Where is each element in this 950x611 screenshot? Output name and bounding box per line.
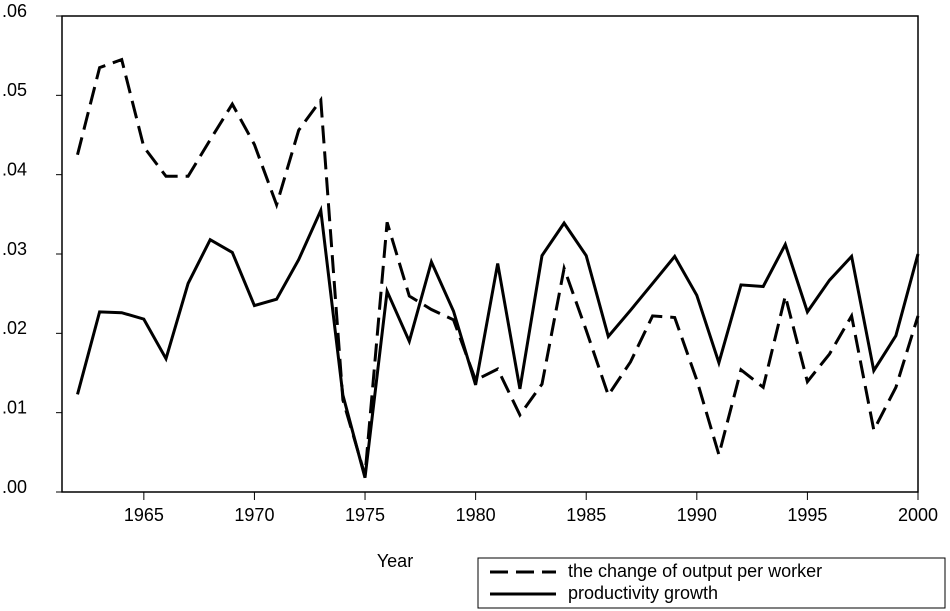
y-tick-label: .00 [2, 477, 27, 497]
x-tick-label: 1985 [566, 505, 606, 525]
x-tick-label: 1970 [234, 505, 274, 525]
y-tick-label: .06 [2, 1, 27, 21]
x-tick-label: 1990 [677, 505, 717, 525]
x-axis-label: Year [377, 551, 413, 571]
y-tick-label: .03 [2, 239, 27, 259]
x-tick-label: 1975 [345, 505, 385, 525]
x-tick-label: 1980 [456, 505, 496, 525]
x-tick-label: 1965 [124, 505, 164, 525]
y-tick-label: .01 [2, 397, 27, 417]
y-tick-label: .04 [2, 159, 27, 179]
y-tick-label: .05 [2, 80, 27, 100]
y-tick-label: .02 [2, 318, 27, 338]
legend-label: the change of output per worker [568, 561, 822, 581]
data-line [76, 57, 920, 476]
legend-label: productivity growth [568, 583, 718, 603]
data-line [76, 204, 920, 479]
legend-box [477, 557, 946, 609]
x-tick-label: 1995 [787, 505, 827, 525]
x-tick-label: 2000 [898, 505, 938, 525]
